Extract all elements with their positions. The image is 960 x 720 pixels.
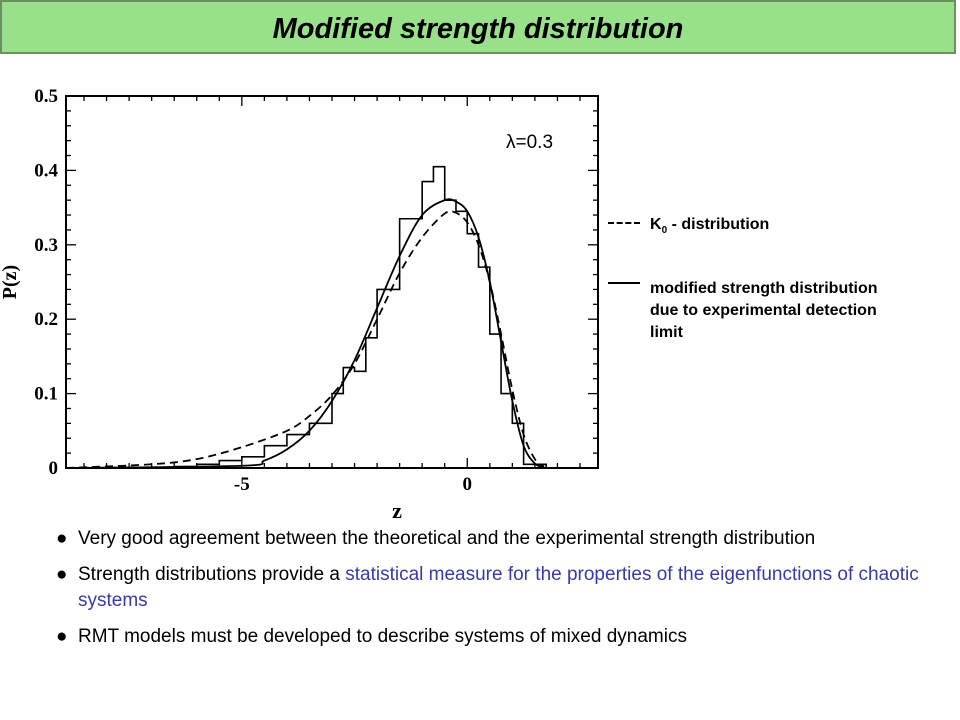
x-tick-label: -5 (234, 474, 250, 495)
histogram-bars (66, 165, 547, 469)
highlighted-text: statistical measure for the properties o… (78, 564, 919, 611)
bullet-statistical-measure: ● Strength distributions provide a stati… (56, 564, 919, 611)
bullet-dot: ● (56, 564, 68, 585)
legend-dashed-line (608, 222, 640, 224)
x-axis-label: z (392, 498, 402, 520)
y-tick-label: 0.4 (34, 160, 58, 181)
bullet-rmt-models: ● RMT models must be developed to descri… (56, 624, 936, 650)
y-tick-label: 0.1 (34, 384, 58, 405)
series-line-modified-solid (65, 198, 545, 469)
bullet-dot: ● (56, 626, 68, 647)
title-bar: Modified strength distribution (0, 0, 956, 54)
x-tick-label: 0 (463, 474, 473, 495)
lambda-annotation: λ=0.3 (506, 132, 553, 153)
legend-label-modified: modified strength distribution due to ex… (650, 280, 878, 341)
conclusion-bullets: ● Very good agreement between the theore… (56, 526, 936, 660)
y-tick-label: 0.5 (34, 86, 58, 107)
page-title: Modified strength distribution (272, 13, 684, 45)
y-tick-label: 0.3 (34, 235, 58, 256)
bullet-agreement: ● Very good agreement between the theore… (56, 526, 936, 552)
y-tick-label: 0.2 (34, 309, 58, 330)
series-line-k0-dashed (65, 210, 545, 469)
strength-distribution-chart: -5 0 0 0.1 0.2 0.3 0.4 0.5 z P(z) λ=0.3 (0, 86, 599, 520)
legend-solid-line (608, 282, 640, 284)
y-axis-label: P(z) (0, 265, 21, 299)
legend-label-k0: K0 - distribution (650, 216, 770, 237)
y-tick-label: 0 (49, 458, 59, 479)
bullet-dot: ● (56, 528, 68, 549)
